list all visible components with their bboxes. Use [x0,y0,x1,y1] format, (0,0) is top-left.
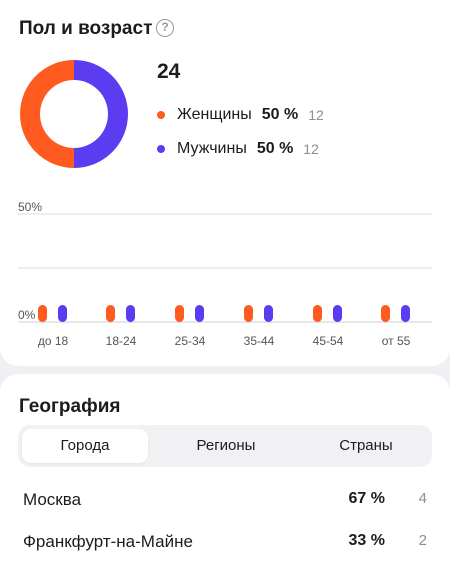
age-bar-chart: 50% 0% до 18 18-24 25-34 35-44 45-54 от 55 [18,200,432,348]
bar-men-0 [58,305,67,322]
bar-men-2 [195,305,204,322]
list-item[interactable]: Франкфурт-на-Майне 33 % 2 [0,532,450,556]
y-tick-label-top: 50% [18,200,42,214]
legend-percent: 50 % [256,140,294,157]
city-percent: 67 % [348,490,385,507]
tab-countries[interactable]: Страны [339,437,393,454]
bar-women-1 [106,305,115,322]
city-count: 4 [418,490,427,507]
legend-percent: 50 % [261,106,299,123]
bar-women-4 [313,305,322,322]
women-dot-icon [157,111,165,119]
x-tick-label: до 18 [38,334,69,348]
question-circle-icon[interactable]: ? [156,19,174,37]
total-count: 24 [157,60,181,83]
bar-women-3 [244,305,253,322]
bar-men-5 [401,305,410,322]
gender-donut-chart [20,60,128,168]
bar-women-0 [38,305,47,322]
x-tick-label: 18-24 [106,334,137,348]
donut-slice-women [20,60,74,168]
x-tick-label: от 55 [382,334,411,348]
bar-men-4 [333,305,342,322]
men-dot-icon [157,145,165,153]
gender-age-title: Пол и возраст [19,18,153,39]
x-tick-label: 25-34 [175,334,206,348]
geography-title: География [19,396,121,417]
city-name: Франкфурт-на-Майне [23,532,193,551]
tab-regions[interactable]: Регионы [196,437,256,454]
city-name: Москва [23,490,82,509]
donut-slice-men [74,60,128,168]
list-item[interactable]: Москва 67 % 4 [0,490,450,514]
geography-card [0,374,450,573]
legend-item-men: Мужчины 50 % 12 [157,139,319,159]
legend-count: 12 [308,107,324,123]
legend-item-women: Женщины 50 % 12 [157,105,324,125]
legend-label: Женщины [177,106,252,123]
legend-label: Мужчины [177,140,247,157]
bar-women-5 [381,305,390,322]
city-percent: 33 % [348,532,385,549]
bar-men-1 [126,305,135,322]
bar-men-3 [264,305,273,322]
geo-segmented-control: Города Регионы Страны [18,425,432,467]
legend-count: 12 [303,141,319,157]
city-count: 2 [418,532,427,549]
x-tick-label: 35-44 [244,334,275,348]
bar-women-2 [175,305,184,322]
x-tick-label: 45-54 [313,334,344,348]
y-tick-label-bottom: 0% [18,308,36,322]
tab-cities[interactable]: Города [22,429,148,463]
